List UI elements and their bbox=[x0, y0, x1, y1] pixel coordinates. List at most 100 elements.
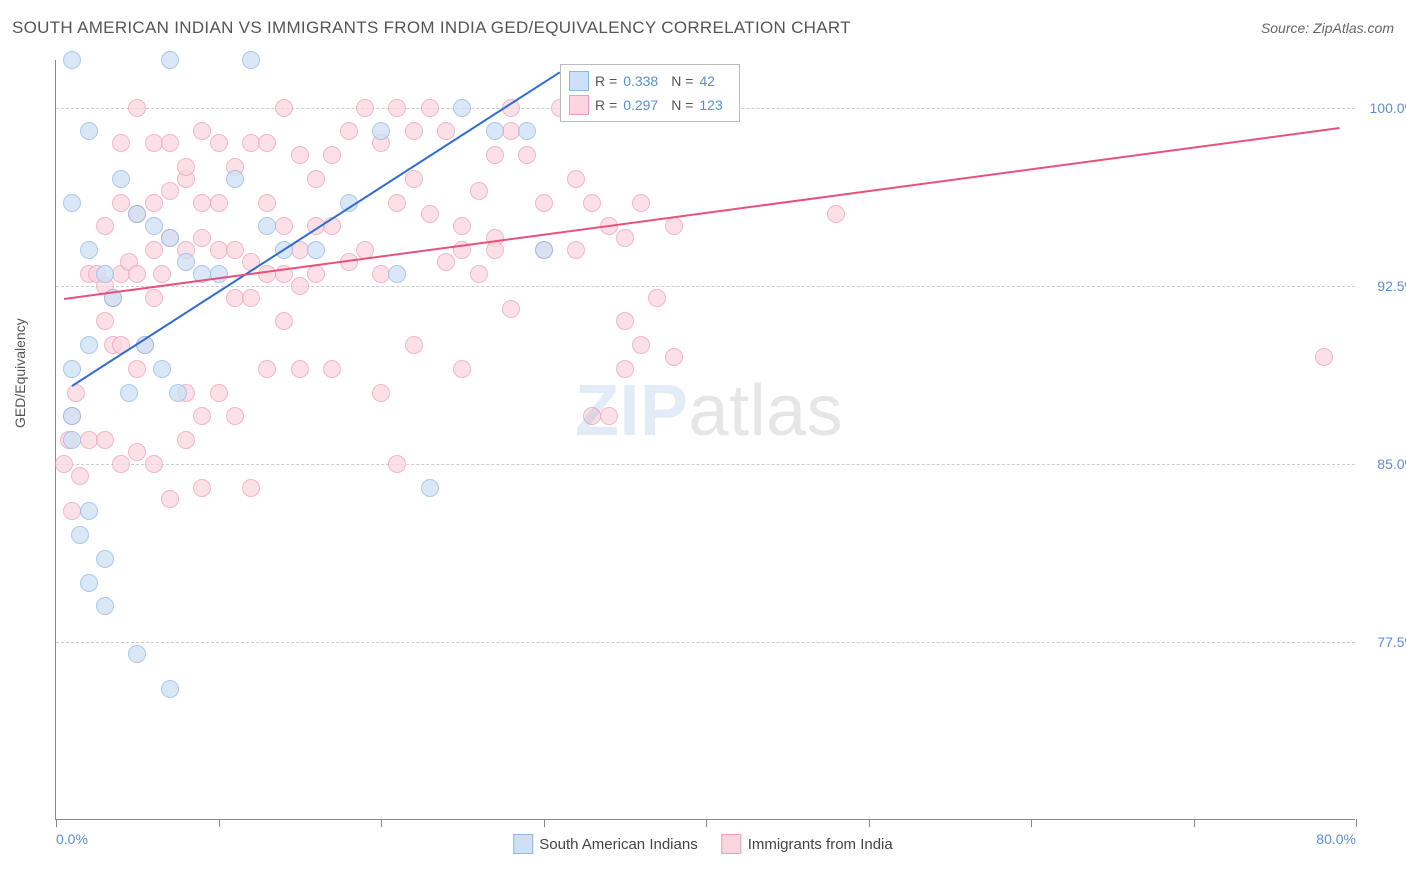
data-point bbox=[421, 99, 439, 117]
chart-source: Source: ZipAtlas.com bbox=[1261, 20, 1394, 36]
data-point bbox=[67, 384, 85, 402]
data-point bbox=[616, 229, 634, 247]
data-point bbox=[112, 170, 130, 188]
data-point bbox=[275, 99, 293, 117]
data-point bbox=[502, 300, 520, 318]
data-point bbox=[55, 455, 73, 473]
data-point bbox=[128, 205, 146, 223]
legend-swatch bbox=[513, 834, 533, 854]
data-point bbox=[307, 170, 325, 188]
data-point bbox=[388, 455, 406, 473]
data-point bbox=[453, 99, 471, 117]
data-point bbox=[128, 99, 146, 117]
data-point bbox=[665, 217, 683, 235]
data-point bbox=[372, 384, 390, 402]
legend-n-value: 123 bbox=[699, 97, 731, 113]
data-point bbox=[421, 205, 439, 223]
gridline bbox=[56, 642, 1355, 643]
data-point bbox=[470, 182, 488, 200]
data-point bbox=[518, 146, 536, 164]
data-point bbox=[323, 360, 341, 378]
data-point bbox=[193, 122, 211, 140]
x-tick-label: 0.0% bbox=[56, 831, 88, 847]
data-point bbox=[71, 467, 89, 485]
data-point bbox=[145, 455, 163, 473]
x-tick bbox=[1194, 819, 1195, 827]
series-name: Immigrants from India bbox=[748, 836, 893, 853]
legend-swatch bbox=[569, 71, 589, 91]
data-point bbox=[145, 289, 163, 307]
data-point bbox=[291, 277, 309, 295]
data-point bbox=[470, 265, 488, 283]
legend-r-value: 0.338 bbox=[623, 73, 665, 89]
legend-r-value: 0.297 bbox=[623, 97, 665, 113]
data-point bbox=[388, 99, 406, 117]
trend-line bbox=[64, 127, 1340, 300]
data-point bbox=[96, 597, 114, 615]
data-point bbox=[96, 312, 114, 330]
data-point bbox=[226, 170, 244, 188]
data-point bbox=[210, 384, 228, 402]
data-point bbox=[128, 265, 146, 283]
data-point bbox=[63, 51, 81, 69]
data-point bbox=[632, 194, 650, 212]
data-point bbox=[405, 170, 423, 188]
data-point bbox=[161, 680, 179, 698]
data-point bbox=[226, 407, 244, 425]
data-point bbox=[63, 194, 81, 212]
chart-title: SOUTH AMERICAN INDIAN VS IMMIGRANTS FROM… bbox=[12, 18, 851, 38]
watermark-zip: ZIP bbox=[575, 371, 689, 451]
x-tick bbox=[1031, 819, 1032, 827]
data-point bbox=[405, 122, 423, 140]
x-tick bbox=[869, 819, 870, 827]
data-point bbox=[242, 479, 260, 497]
legend-n-label: N = bbox=[671, 97, 693, 113]
data-point bbox=[153, 265, 171, 283]
data-point bbox=[112, 455, 130, 473]
data-point bbox=[437, 122, 455, 140]
data-point bbox=[242, 289, 260, 307]
data-point bbox=[120, 384, 138, 402]
data-point bbox=[177, 158, 195, 176]
data-point bbox=[210, 134, 228, 152]
gridline bbox=[56, 286, 1355, 287]
x-tick bbox=[381, 819, 382, 827]
data-point bbox=[486, 122, 504, 140]
series-legend: South American Indians Immigrants from In… bbox=[513, 834, 892, 854]
data-point bbox=[242, 51, 260, 69]
data-point bbox=[1315, 348, 1333, 366]
data-point bbox=[63, 360, 81, 378]
data-point bbox=[80, 336, 98, 354]
series-legend-item: South American Indians bbox=[513, 834, 697, 854]
data-point bbox=[307, 265, 325, 283]
data-point bbox=[193, 229, 211, 247]
data-point bbox=[161, 182, 179, 200]
x-tick bbox=[219, 819, 220, 827]
data-point bbox=[63, 407, 81, 425]
data-point bbox=[210, 194, 228, 212]
data-point bbox=[535, 194, 553, 212]
data-point bbox=[275, 217, 293, 235]
legend-swatch bbox=[722, 834, 742, 854]
data-point bbox=[518, 122, 536, 140]
data-point bbox=[583, 194, 601, 212]
data-point bbox=[128, 645, 146, 663]
data-point bbox=[323, 146, 341, 164]
data-point bbox=[193, 407, 211, 425]
data-point bbox=[145, 194, 163, 212]
data-point bbox=[161, 51, 179, 69]
data-point bbox=[96, 550, 114, 568]
data-point bbox=[567, 241, 585, 259]
y-tick-label: 92.5% bbox=[1377, 278, 1406, 294]
data-point bbox=[535, 241, 553, 259]
y-tick-label: 77.5% bbox=[1377, 634, 1406, 650]
data-point bbox=[340, 122, 358, 140]
watermark: ZIPatlas bbox=[575, 370, 843, 452]
data-point bbox=[453, 360, 471, 378]
watermark-atlas: atlas bbox=[689, 371, 844, 451]
data-point bbox=[80, 241, 98, 259]
data-point bbox=[161, 490, 179, 508]
legend-row: R =0.297N =123 bbox=[569, 93, 731, 117]
data-point bbox=[275, 312, 293, 330]
data-point bbox=[258, 217, 276, 235]
